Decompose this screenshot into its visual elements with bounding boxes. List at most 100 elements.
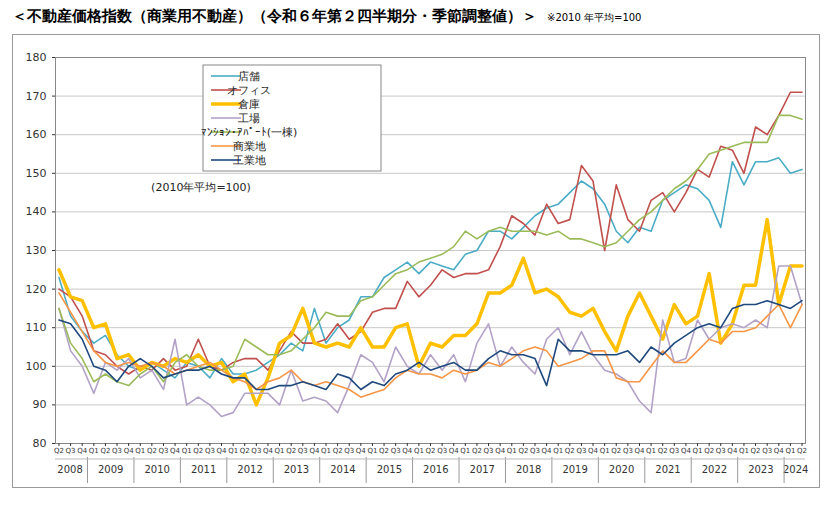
svg-text:Q3: Q3: [205, 447, 215, 455]
svg-text:2014: 2014: [330, 464, 355, 475]
svg-text:Q3: Q3: [437, 447, 447, 455]
svg-text:Q2: Q2: [100, 447, 110, 455]
svg-text:Q2: Q2: [751, 447, 761, 455]
svg-text:ﾏﾝｼｮﾝ・ｱﾊﾟｰﾄ(一棟): ﾏﾝｼｮﾝ・ｱﾊﾟｰﾄ(一棟): [201, 126, 298, 139]
svg-text:Q2: Q2: [240, 447, 250, 455]
svg-text:120: 120: [26, 283, 47, 296]
svg-text:2009: 2009: [98, 464, 123, 475]
svg-text:Q4: Q4: [588, 447, 599, 455]
svg-text:Q2: Q2: [333, 447, 343, 455]
svg-text:Q4: Q4: [77, 447, 88, 455]
svg-text:Q1: Q1: [460, 447, 470, 455]
svg-text:180: 180: [26, 51, 47, 64]
svg-text:Q1: Q1: [693, 447, 703, 455]
svg-text:Q1: Q1: [507, 447, 517, 455]
svg-text:140: 140: [26, 205, 47, 218]
svg-text:Q1: Q1: [182, 447, 192, 455]
svg-text:150: 150: [26, 167, 47, 180]
svg-text:Q3: Q3: [530, 447, 540, 455]
svg-text:Q3: Q3: [669, 447, 679, 455]
svg-text:工業地: 工業地: [233, 154, 266, 167]
svg-text:(2010年平均=100): (2010年平均=100): [151, 181, 251, 194]
svg-text:Q4: Q4: [263, 447, 274, 455]
svg-text:100: 100: [26, 360, 47, 373]
svg-text:Q2: Q2: [518, 447, 528, 455]
svg-text:Q4: Q4: [356, 447, 367, 455]
svg-text:2023: 2023: [748, 464, 773, 475]
svg-text:Q3: Q3: [484, 447, 494, 455]
svg-text:Q2: Q2: [704, 447, 714, 455]
svg-text:Q4: Q4: [309, 447, 320, 455]
svg-text:Q2: Q2: [54, 447, 64, 455]
svg-text:Q4: Q4: [495, 447, 506, 455]
svg-text:Q3: Q3: [66, 447, 76, 455]
svg-text:Q3: Q3: [716, 447, 726, 455]
svg-text:2013: 2013: [284, 464, 309, 475]
svg-text:Q3: Q3: [158, 447, 168, 455]
svg-text:110: 110: [26, 321, 47, 334]
svg-text:Q2: Q2: [426, 447, 436, 455]
svg-text:170: 170: [26, 90, 47, 103]
svg-text:Q3: Q3: [251, 447, 261, 455]
svg-text:Q3: Q3: [623, 447, 633, 455]
svg-text:80: 80: [33, 437, 47, 450]
svg-text:Q4: Q4: [170, 447, 181, 455]
svg-text:Q4: Q4: [402, 447, 413, 455]
svg-text:Q4: Q4: [542, 447, 553, 455]
svg-text:店舗: 店舗: [238, 70, 260, 83]
svg-text:Q3: Q3: [298, 447, 308, 455]
svg-text:Q2: Q2: [379, 447, 389, 455]
svg-text:Q3: Q3: [576, 447, 586, 455]
svg-text:Q1: Q1: [600, 447, 610, 455]
svg-text:2012: 2012: [237, 464, 262, 475]
svg-text:Q1: Q1: [646, 447, 656, 455]
svg-text:Q4: Q4: [124, 447, 135, 455]
svg-text:2011: 2011: [191, 464, 216, 475]
svg-text:2010: 2010: [144, 464, 169, 475]
svg-text:2021: 2021: [655, 464, 680, 475]
svg-text:Q2: Q2: [797, 447, 807, 455]
svg-text:Q2: Q2: [611, 447, 621, 455]
svg-text:Q4: Q4: [217, 447, 228, 455]
svg-text:Q1: Q1: [89, 447, 99, 455]
svg-text:2019: 2019: [562, 464, 587, 475]
svg-text:Q4: Q4: [727, 447, 738, 455]
svg-text:Q1: Q1: [553, 447, 563, 455]
svg-text:130: 130: [26, 244, 47, 257]
svg-text:90: 90: [33, 398, 47, 411]
svg-text:工場: 工場: [238, 112, 260, 125]
svg-text:Q1: Q1: [414, 447, 424, 455]
svg-text:Q2: Q2: [286, 447, 296, 455]
svg-text:Q3: Q3: [391, 447, 401, 455]
svg-text:Q1: Q1: [367, 447, 377, 455]
svg-text:Q2: Q2: [147, 447, 157, 455]
svg-text:Q2: Q2: [658, 447, 668, 455]
svg-text:Q4: Q4: [449, 447, 460, 455]
svg-text:商業地: 商業地: [233, 140, 266, 153]
svg-text:Q1: Q1: [739, 447, 749, 455]
svg-text:2022: 2022: [702, 464, 727, 475]
svg-text:Q1: Q1: [785, 447, 795, 455]
svg-text:Q2: Q2: [472, 447, 482, 455]
svg-text:Q3: Q3: [112, 447, 122, 455]
svg-text:倉庫: 倉庫: [238, 98, 260, 111]
svg-text:2018: 2018: [516, 464, 541, 475]
svg-text:Q4: Q4: [774, 447, 785, 455]
svg-text:オフィス: オフィス: [227, 84, 271, 97]
svg-text:Q4: Q4: [681, 447, 692, 455]
svg-text:Q1: Q1: [321, 447, 331, 455]
svg-text:2016: 2016: [423, 464, 448, 475]
svg-text:2008: 2008: [57, 464, 82, 475]
svg-text:Q1: Q1: [275, 447, 285, 455]
svg-text:2015: 2015: [377, 464, 402, 475]
svg-text:160: 160: [26, 128, 47, 141]
svg-text:Q1: Q1: [228, 447, 238, 455]
svg-text:Q2: Q2: [565, 447, 575, 455]
svg-text:2024: 2024: [783, 464, 808, 475]
svg-text:Q4: Q4: [634, 447, 645, 455]
svg-text:2017: 2017: [470, 464, 495, 475]
svg-text:Q3: Q3: [762, 447, 772, 455]
svg-text:Q3: Q3: [344, 447, 354, 455]
svg-text:Q1: Q1: [135, 447, 145, 455]
svg-text:Q2: Q2: [193, 447, 203, 455]
